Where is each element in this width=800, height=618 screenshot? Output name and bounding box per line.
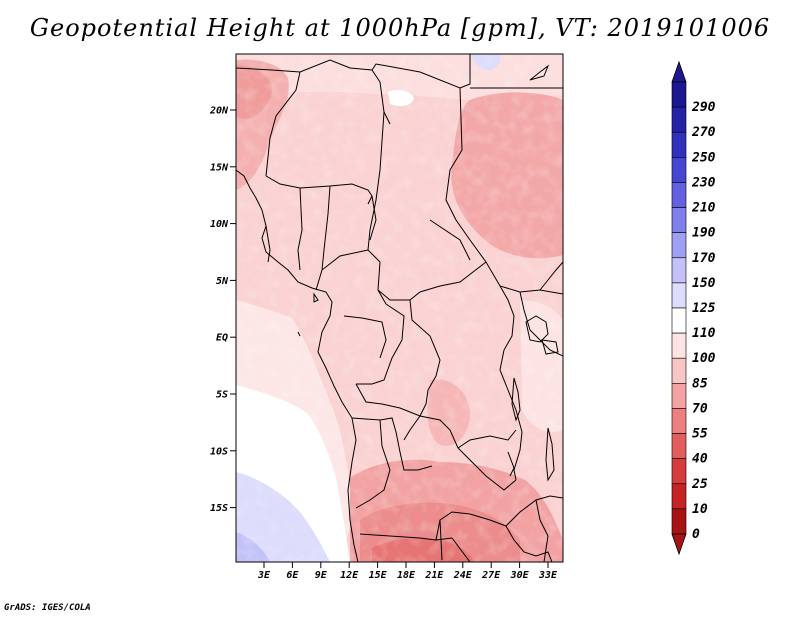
colorbar-segment — [671, 257, 687, 284]
lon-tick-label: 33E — [538, 570, 558, 581]
lat-tick-label: 10S — [210, 446, 228, 457]
colorbar-label: 210 — [691, 201, 716, 216]
colorbar-segment — [671, 207, 687, 233]
colorbar-segment — [671, 307, 687, 334]
colorbar-label: 250 — [691, 150, 716, 165]
colorbar-segment — [671, 357, 687, 384]
colorbar-label: 150 — [692, 276, 716, 291]
colorbar-segment — [671, 232, 687, 259]
grads-credit: GrADS: IGES/COLA — [4, 603, 91, 613]
colorbar: 2902702502302101901701501251101008570554… — [671, 60, 716, 556]
colorbar-label: 170 — [692, 251, 716, 266]
lon-tick-label: 3E — [257, 570, 271, 581]
colorbar-top-arrow — [671, 60, 687, 83]
lat-tick-label: 5S — [216, 390, 228, 401]
lon-tick-label: 24E — [453, 570, 473, 581]
colorbar-label: 190 — [692, 226, 716, 241]
colorbar-segment — [671, 408, 687, 434]
lat-tick-label: 10N — [210, 219, 229, 230]
colorbar-label: 230 — [691, 175, 716, 190]
map-title: Geopotential Height at 1000hPa [gpm], VT… — [29, 14, 771, 42]
colorbar-label: 85 — [692, 376, 708, 391]
colorbar-segment — [671, 81, 687, 108]
lat-tick-label: 15S — [210, 503, 228, 514]
colorbar-label: 0 — [692, 527, 700, 542]
colorbar-segment — [671, 157, 687, 183]
lat-tick-label: 15N — [210, 162, 229, 173]
lat-tick-label: 5N — [216, 276, 229, 287]
colorbar-segment — [671, 131, 687, 158]
lon-tick-label: 12E — [340, 570, 359, 581]
colorbar-segment — [671, 106, 687, 133]
lon-tick-label: 18E — [397, 570, 416, 581]
colorbar-label: 290 — [691, 100, 716, 115]
colorbar-segment — [671, 433, 687, 459]
lat-tick-label: EQ — [216, 333, 228, 344]
lon-tick-label: 21E — [424, 570, 444, 581]
colorbar-label: 110 — [692, 326, 716, 341]
colorbar-label: 40 — [692, 452, 708, 467]
country-borders — [236, 54, 563, 562]
colorbar-segment — [671, 282, 687, 309]
colorbar-segment — [671, 383, 687, 409]
colorbar-label: 70 — [692, 401, 708, 416]
colorbar-label: 100 — [692, 351, 716, 366]
colorbar-segment — [671, 182, 687, 208]
colorbar-label: 125 — [692, 301, 716, 316]
colorbar-segment — [671, 508, 687, 535]
lon-tick-label: 30E — [510, 570, 530, 581]
colorbar-label: 25 — [691, 477, 708, 492]
lon-tick-label: 27E — [481, 570, 501, 581]
colorbar-label: 55 — [692, 427, 708, 442]
latitude-axis: 20N 15N 10N 5N EQ 5S 10S 15S — [209, 106, 236, 514]
colorbar-segment — [671, 458, 687, 485]
lon-tick-label: 6E — [286, 570, 299, 581]
lat-tick-label: 20N — [209, 106, 229, 117]
colorbar-bottom-arrow — [671, 533, 687, 556]
map-frame — [235, 53, 564, 563]
lon-tick-label: 15E — [369, 570, 388, 581]
colorbar-label: 270 — [691, 125, 716, 140]
longitude-axis: 3E 6E 9E 12E 15E 18E 21E 24E 27E 30E 33E — [257, 562, 558, 581]
colorbar-segment — [671, 483, 687, 510]
colorbar-segment — [671, 332, 687, 359]
lon-tick-label: 9E — [315, 570, 328, 581]
colorbar-label: 10 — [692, 502, 708, 517]
height-field — [236, 54, 563, 562]
